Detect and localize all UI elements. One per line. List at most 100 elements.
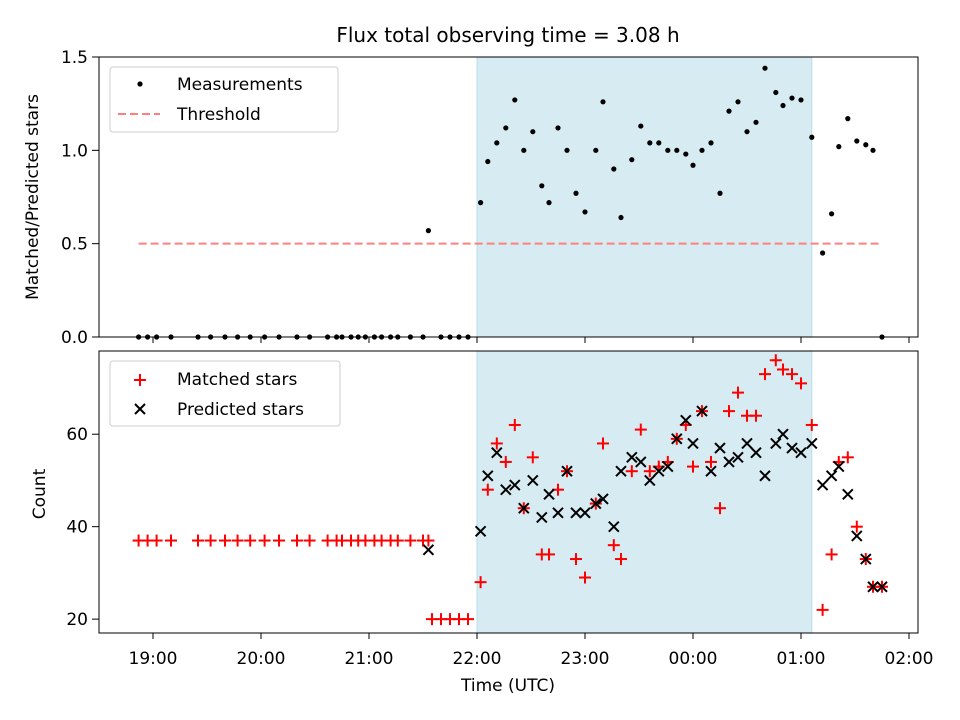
measurement-point: [611, 166, 617, 172]
measurement-point: [690, 162, 696, 168]
predicted-star-point: [860, 553, 872, 565]
top-axes-frame: [98, 56, 919, 338]
bottom-y-ticks: 20 40 60: [66, 425, 99, 630]
predicted-star-point: [635, 456, 647, 468]
matched-star-point: [291, 534, 303, 547]
measurement-point: [753, 119, 759, 125]
measurement-point: [530, 129, 536, 135]
matched-star-point: [192, 534, 204, 547]
matched-star-point: [244, 534, 257, 547]
predicted-star-point: [696, 405, 708, 417]
matched-star-point: [462, 613, 474, 626]
predicted-star-point: [615, 465, 627, 477]
matched-star-point: [750, 409, 762, 422]
matched-star-point: [625, 465, 638, 478]
measurement-point: [582, 209, 588, 215]
x-tick-label: 01:00: [777, 649, 826, 669]
predicted-star-point: [590, 497, 602, 510]
predicted-star-point: [851, 530, 863, 542]
x-tick-label: 02:00: [885, 649, 934, 669]
matched-star-point: [165, 534, 177, 547]
matched-star-point: [570, 553, 582, 566]
predicted-star-point: [723, 456, 735, 468]
matched-star-point: [705, 455, 717, 468]
bottom-x-ticks: 19:00 20:00 21:00 22:00 23:00 00:00 01:00 02:00: [129, 633, 934, 669]
predicted-star-point: [626, 451, 638, 464]
predicted-star-point: [570, 507, 582, 519]
predicted-star-point: [518, 502, 530, 514]
top-highlight-span: [476, 56, 813, 338]
measurement-point: [820, 250, 826, 256]
measurement-point: [735, 99, 741, 105]
matched-star-point: [850, 520, 863, 533]
bottom-panel: 20 40 60 19:00 20:00 21:00 22:00 23:00 00:00 01:…: [30, 350, 934, 696]
predicted-star-point: [786, 442, 798, 454]
predicted-star-point: [482, 470, 494, 482]
measurement-point: [699, 147, 705, 153]
x-tick-label: 19:00: [129, 649, 178, 669]
predicted-star-point: [608, 520, 620, 533]
matched-star-point: [597, 437, 609, 450]
predicted-star-point: [561, 465, 573, 477]
predicted-star-point: [680, 414, 692, 427]
measurement-point: [683, 151, 689, 157]
measurement-point: [744, 129, 750, 135]
top-legend: Measurements Threshold: [109, 66, 339, 133]
measurement-point: [546, 200, 552, 206]
matched-star-point: [841, 451, 854, 464]
matched-star-point: [643, 465, 656, 478]
legend-matched-label: Matched stars: [177, 370, 297, 390]
predicted-star-point: [671, 433, 683, 445]
measurement-point: [870, 147, 876, 153]
predicted-star-point: [825, 470, 838, 482]
matched-star-point: [490, 437, 503, 450]
x-tick-label: 00:00: [669, 649, 718, 669]
predicted-star-point: [867, 581, 879, 593]
measurement-point: [539, 183, 545, 189]
predicted-star-point: [491, 446, 503, 459]
top-legend-box: [109, 66, 339, 133]
measurement-point: [863, 142, 869, 148]
y-tick-label: 60: [66, 425, 88, 445]
matched-star-point: [759, 368, 771, 381]
predicted-star-point: [536, 511, 548, 524]
matched-star-point: [204, 534, 217, 547]
predicted-star-point: [732, 451, 744, 464]
measurement-point: [600, 99, 606, 105]
matched-star-point: [615, 553, 627, 566]
measurement-point: [573, 190, 579, 196]
top-panel: 0.0 0.5 1.0 1.5 Flux total observing time =…: [23, 23, 919, 348]
matched-star-point: [391, 534, 404, 547]
measurement-point: [717, 190, 723, 196]
matched-star-point: [543, 548, 555, 561]
x-tick-label: 20:00: [237, 649, 286, 669]
x-tick-label: 22:00: [453, 649, 502, 669]
matched-star-point: [404, 534, 417, 547]
top-y-ticks: 0.0 0.5 1.0 1.5: [61, 48, 99, 348]
predicted-star-point: [806, 437, 818, 450]
predicted-star-point: [552, 507, 564, 519]
legend-matched-marker: [134, 374, 146, 386]
matched-star-point: [273, 534, 285, 547]
predicted-star-point: [687, 437, 699, 450]
measurement-point: [809, 134, 815, 140]
legend-predicted-label: Predicted stars: [177, 400, 304, 420]
measurement-point: [555, 125, 561, 131]
matched-star-point: [303, 534, 316, 547]
measurement-point: [478, 200, 484, 206]
predicted-star-point: [795, 446, 807, 459]
matched-star-point: [825, 548, 838, 561]
legend-predicted-marker: [134, 403, 146, 415]
measurement-point: [789, 95, 795, 101]
bottom-points: [132, 354, 888, 626]
measurement-point: [512, 97, 518, 103]
top-x-ticks: [152, 337, 910, 343]
y-tick-label: 0.5: [61, 235, 88, 255]
measurement-point: [494, 140, 500, 146]
matched-star-point: [499, 455, 512, 468]
predicted-star-point: [509, 479, 521, 491]
measurement-point: [656, 140, 662, 146]
chart-title: Flux total observing time = 3.08 h: [336, 23, 679, 47]
measurement-point: [674, 147, 680, 153]
